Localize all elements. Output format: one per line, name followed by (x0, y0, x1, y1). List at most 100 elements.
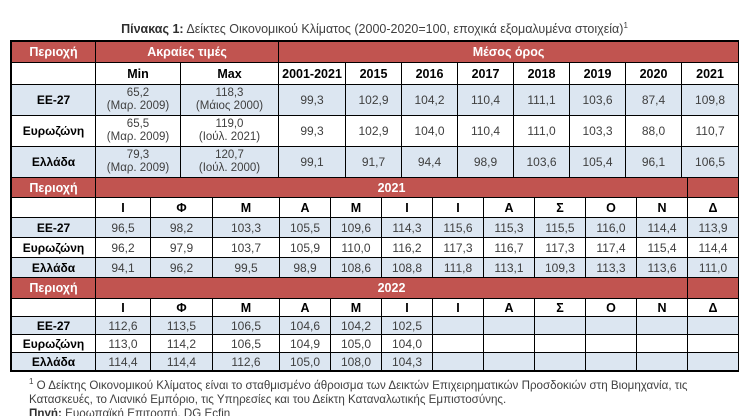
mean-header: Μέσος όρος (278, 41, 740, 64)
value-cell: 91,7 (345, 146, 403, 179)
value-cell: 109,6 (330, 217, 382, 239)
value-cell: 106,5 (212, 316, 280, 336)
row-label: Ευρωζώνη (11, 334, 96, 354)
month-column-header: Φ (150, 197, 213, 219)
table-row: Ελλάδα 94,1 96,2 99,5 98,9 108,6 108,8 111,8 113… (11, 257, 740, 279)
value-cell: 110,7 (681, 115, 740, 148)
value-cell: 112,6 (212, 352, 280, 372)
month-column-header: Μ (330, 298, 382, 318)
value-cell: 105,5 (279, 217, 331, 239)
value-cell: 108,6 (330, 257, 382, 279)
value-cell: 113,5 (150, 316, 213, 336)
column-header: 2019 (569, 62, 627, 86)
value-cell: 111,1 (513, 84, 571, 117)
table-row: ΕΕ-27 96,5 98,2 103,3 105,5 109,6 114,3 115,6 11… (11, 217, 740, 239)
value-cell: 96,5 (95, 217, 151, 239)
value-cell (432, 334, 484, 354)
column-header: 2001-2021 (278, 62, 347, 86)
value-cell: 103,6 (569, 84, 627, 117)
month-column-header: Δ (687, 298, 740, 318)
value-cell: 105,4 (569, 146, 627, 179)
value-cell: 116,0 (585, 217, 637, 239)
month-column-header: Ο (585, 197, 637, 219)
table-row: Ευρωζώνη 65,5 (Μαρ. 2009) 119,0 (Ιούλ. 2021)… (11, 115, 740, 148)
value-cell: 113,9 (687, 217, 740, 239)
row-label: ΕΕ-27 (11, 316, 96, 336)
value-cell (534, 352, 586, 372)
month-column-header: Α (483, 298, 535, 318)
annual-subheader-row: Min Max 2001-2021 2015 2016 2017 2018 2019 2020 2… (11, 62, 740, 86)
max-value: 120,7 (215, 149, 244, 162)
month-column-header: Ν (635, 197, 689, 219)
value-cell: 103,3 (212, 217, 280, 239)
value-cell: 88,0 (625, 115, 683, 148)
value-cell (534, 334, 586, 354)
value-cell: 115,5 (534, 217, 586, 239)
value-cell: 99,5 (212, 257, 280, 279)
value-cell: 110,4 (457, 84, 515, 117)
value-cell: 99,1 (278, 146, 347, 179)
month-column-header: Ι (95, 298, 151, 318)
month-column-header: Α (279, 298, 331, 318)
value-cell (483, 334, 535, 354)
value-cell: 102,9 (345, 115, 403, 148)
value-cell: 113,0 (95, 334, 151, 354)
value-cell (432, 352, 484, 372)
column-header: Max (179, 62, 280, 86)
table-title-text: Δείκτες Οικονομικού Κλίματος (2000-2020=… (183, 22, 624, 37)
month-column-header: Α (483, 197, 535, 219)
value-cell: 115,4 (635, 237, 689, 259)
row-label: Ελλάδα (11, 257, 96, 279)
footnote-text: Ο Δείκτης Οικονομικού Κλίματος είναι το … (29, 379, 688, 407)
month-column-header: Μ (212, 298, 280, 318)
source-label: Πηγή: (29, 407, 62, 416)
min-date: (Μαρ. 2009) (106, 162, 170, 175)
max-date: (Μάιος 2000) (195, 100, 264, 113)
value-cell (687, 352, 740, 372)
value-cell (534, 316, 586, 336)
table-title-prefix: Πίνακας 1: (121, 22, 184, 37)
max-date: (Ιούλ. 2000) (198, 162, 261, 175)
min-cell: 79,3 (Μαρ. 2009) (95, 146, 181, 179)
max-date: (Ιούλ. 2021) (198, 131, 261, 144)
value-cell: 104,9 (279, 334, 331, 354)
value-cell: 105,0 (279, 352, 331, 372)
value-cell: 103,3 (569, 115, 627, 148)
value-cell: 102,9 (345, 84, 403, 117)
value-cell: 110,0 (330, 237, 382, 259)
year-banner-end-cell (687, 177, 740, 199)
value-cell: 110,4 (457, 115, 515, 148)
value-cell: 109,8 (681, 84, 740, 117)
value-cell: 114,3 (381, 217, 433, 239)
min-cell: 65,5 (Μαρ. 2009) (95, 115, 181, 148)
value-cell: 109,3 (534, 257, 586, 279)
value-cell: 114,4 (150, 352, 213, 372)
value-cell: 87,4 (625, 84, 683, 117)
value-cell: 115,3 (483, 217, 535, 239)
value-cell: 105,9 (279, 237, 331, 259)
row-label: Ελλάδα (11, 146, 96, 179)
max-value: 119,0 (215, 118, 244, 131)
min-value: 65,2 (126, 87, 150, 100)
annual-table: Περιοχή Ακραίες τιμές Μέσος όρος Min Max 2… (11, 41, 740, 179)
value-cell (585, 316, 637, 336)
year-banner: 2021 (94, 177, 689, 199)
value-cell (635, 316, 689, 336)
value-cell: 97,9 (150, 237, 213, 259)
year-header-row: Περιοχή 2022 (11, 277, 740, 300)
value-cell: 103,7 (212, 237, 280, 259)
value-cell: 96,2 (95, 237, 151, 259)
region-header: Περιοχή (11, 41, 96, 64)
value-cell (432, 316, 484, 336)
value-cell: 104,3 (381, 352, 433, 372)
year-banner: 2022 (94, 277, 689, 300)
value-cell (687, 334, 740, 354)
max-cell: 120,7 (Ιούλ. 2000) (179, 146, 280, 179)
column-header: 2017 (457, 62, 515, 86)
extremes-header: Ακραίες τιμές (94, 41, 280, 64)
